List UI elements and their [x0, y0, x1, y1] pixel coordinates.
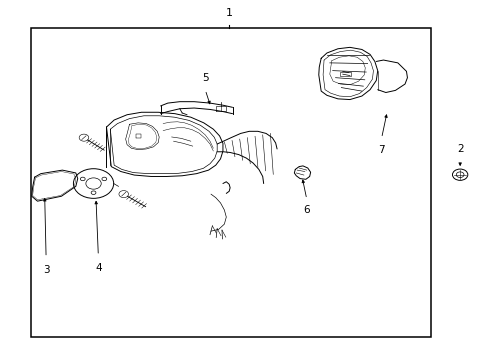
Text: 4: 4 [95, 263, 102, 273]
Bar [340, 72, 350, 76]
Text: 3: 3 [43, 265, 49, 275]
Text: 5: 5 [202, 73, 208, 83]
Text: 2: 2 [456, 144, 463, 154]
Text: 7: 7 [378, 145, 384, 155]
Bar [31, 28, 430, 337]
Text: 6: 6 [303, 206, 309, 215]
Text: 1: 1 [225, 8, 232, 18]
